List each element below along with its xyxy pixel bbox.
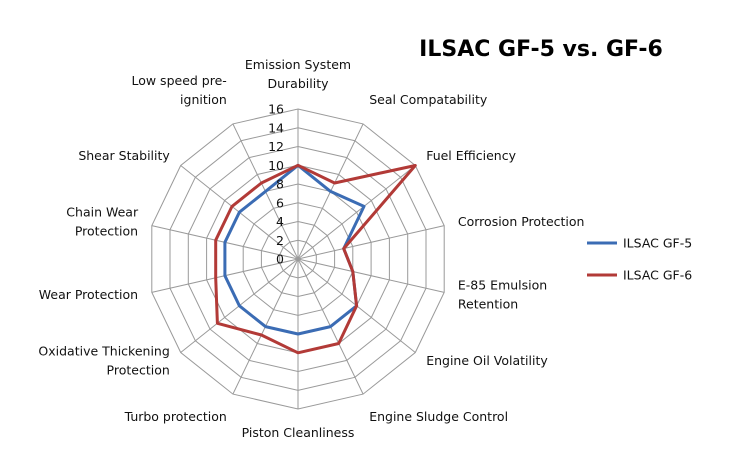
tick-label: 10: [268, 158, 284, 173]
axis-label: Corrosion Protection: [458, 214, 585, 229]
series-layer: [214, 163, 417, 355]
axis-label-line: Durability: [268, 76, 330, 91]
chart-title: ILSAC GF-5 vs. GF-6: [419, 37, 663, 62]
axis-label: Piston Cleanliness: [242, 425, 355, 440]
axis-label: Engine Oil Volatility: [426, 353, 548, 368]
axis-label-line: Chain Wear: [66, 205, 139, 220]
axis-label-line: Wear Protection: [39, 287, 138, 302]
series-ilsac-gf-6-line: [214, 163, 417, 355]
grid-spoke: [297, 258, 445, 293]
axis-label-line: Engine Oil Volatility: [426, 353, 548, 368]
tick-label: 16: [268, 102, 284, 117]
axis-label-line: Low speed pre-: [131, 73, 226, 88]
axis-label: Seal Compatability: [369, 92, 488, 107]
tick-label: 2: [276, 233, 284, 248]
axis-label-line: Piston Cleanliness: [242, 425, 355, 440]
axis-label: Chain Wear Protection: [66, 205, 139, 239]
axis-labels: Emission System Durability Seal Compatabil…: [38, 57, 584, 440]
axis-label-line: E-85 Emulsion: [458, 278, 547, 293]
axis-label: Emission System Durability: [245, 57, 351, 91]
axis-label-line: Protection: [75, 224, 138, 239]
tick-label: 8: [276, 177, 284, 192]
axis-label-line: Fuel Efficiency: [426, 148, 516, 163]
grid-spoke: [297, 165, 416, 260]
axis-label: Low speed pre-ignition: [131, 73, 226, 107]
tick-label: 6: [276, 195, 284, 210]
legend: ILSAC GF-5 ILSAC GF-6: [587, 236, 692, 283]
grid-spoke: [297, 225, 445, 260]
axis-label-line: Shear Stability: [78, 148, 170, 163]
axis-label-line: Protection: [107, 362, 170, 377]
axis-label-line: Emission System: [245, 57, 351, 72]
tick-label: 0: [276, 252, 284, 267]
radar-grid: [151, 108, 445, 410]
axis-label-line: ignition: [180, 92, 227, 107]
legend-label: ILSAC GF-5: [623, 236, 692, 251]
tick-label: 12: [268, 139, 284, 154]
series-ilsac-gf-5-line: [223, 163, 366, 336]
axis-label-line: Corrosion Protection: [458, 214, 585, 229]
legend-label: ILSAC GF-6: [623, 268, 692, 283]
axis-label-line: Seal Compatability: [369, 92, 488, 107]
axis-label: Oxidative Thickening Protection: [38, 343, 169, 377]
axis-label-line: Engine Sludge Control: [369, 409, 508, 424]
axis-label: Engine Sludge Control: [369, 409, 508, 424]
axis-label: Fuel Efficiency: [426, 148, 516, 163]
axis-label: Turbo protection: [124, 409, 227, 424]
tick-label: 14: [268, 120, 284, 135]
axis-label: Wear Protection: [39, 287, 138, 302]
axis-label-line: Retention: [458, 297, 518, 312]
axis-label-line: Oxidative Thickening: [38, 343, 169, 358]
axis-label: E-85 Emulsion Retention: [458, 278, 547, 312]
axis-label-line: Turbo protection: [124, 409, 227, 424]
tick-label: 4: [276, 214, 284, 229]
axis-label: Shear Stability: [78, 148, 170, 163]
tick-labels: 0 2 4 6 8 10 12 14 16: [268, 102, 284, 267]
